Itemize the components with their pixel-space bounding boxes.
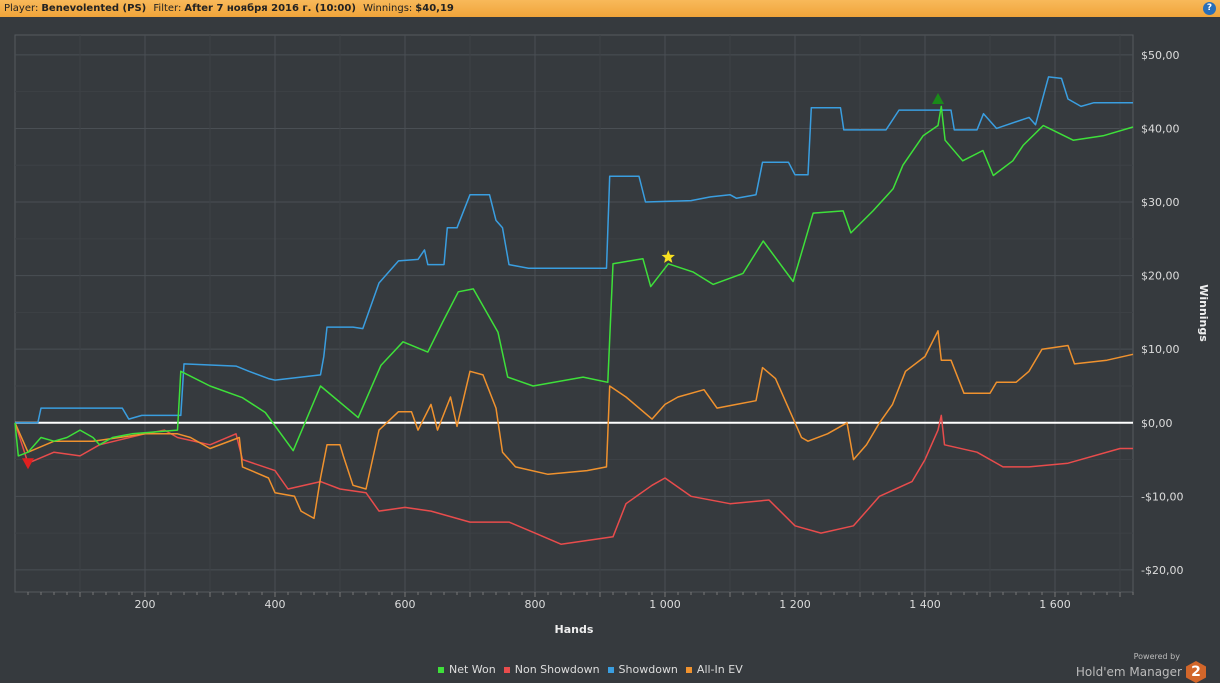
x-tick-label: 1 600	[1039, 598, 1071, 611]
winnings-value: $40,19	[415, 3, 454, 14]
y-axis-label: Winnings	[1197, 284, 1210, 342]
x-tick-label: 1 200	[779, 598, 811, 611]
powered-by-text: Powered by	[1133, 652, 1180, 661]
filter-label: Filter:	[153, 3, 182, 14]
legend-swatch	[685, 666, 692, 673]
legend: Net Won Non Showdown Showdown All-In EV	[438, 663, 743, 676]
legend-label: Non Showdown	[514, 663, 600, 676]
x-tick-label: 1 400	[909, 598, 941, 611]
player-value: Benevolented (PS)	[41, 3, 147, 14]
plot-area	[14, 34, 1134, 593]
y-tick-label: $0,00	[1141, 417, 1173, 430]
x-tick-label: 800	[525, 598, 546, 611]
legend-item[interactable]: All-In EV	[685, 663, 743, 676]
legend-swatch	[438, 666, 444, 673]
x-axis-label: Hands	[555, 623, 594, 636]
y-tick-label: $50,00	[1141, 49, 1180, 62]
y-tick-label: $40,00	[1141, 122, 1180, 135]
product-name: Hold'em Manager	[1075, 665, 1182, 679]
triangle-up-marker	[932, 93, 944, 105]
winnings-label: Winnings:	[363, 3, 413, 14]
series-line-net-won	[14, 105, 1134, 457]
legend-label: All-In EV	[696, 663, 743, 676]
legend-item[interactable]: Net Won	[438, 663, 496, 676]
filter-value[interactable]: After 7 ноября 2016 г. (10:00)	[184, 3, 356, 14]
player-label: Player:	[4, 3, 39, 14]
x-tick-label: 200	[135, 598, 156, 611]
x-tick-label: 600	[395, 598, 416, 611]
triangle-down-marker	[22, 458, 34, 470]
star-marker	[661, 250, 675, 263]
legend-item[interactable]: Non Showdown	[503, 663, 600, 676]
x-tick-label: 1 000	[649, 598, 681, 611]
legend-label: Net Won	[449, 663, 496, 676]
series-line-non-showdown	[14, 414, 1133, 545]
y-tick-label: $30,00	[1141, 196, 1180, 209]
help-icon[interactable]: ?	[1203, 2, 1216, 15]
series-line-showdown	[15, 76, 1133, 424]
y-tick-label: -$10,00	[1141, 490, 1183, 503]
legend-item[interactable]: Showdown	[607, 663, 678, 676]
y-tick-label: $10,00	[1141, 343, 1180, 356]
series-line-all-in-ev	[14, 330, 1134, 520]
winnings-chart: -$20,00 -$10,00 $0,00 $10,00 $20,00 $30,00 $40…	[14, 34, 1210, 636]
hem2-badge-icon: 2	[1186, 661, 1206, 683]
legend-swatch	[503, 666, 510, 673]
hem2-logo: Powered by Hold'em Manager 2	[1076, 652, 1206, 683]
x-tick-label: 400	[265, 598, 286, 611]
legend-label: Showdown	[618, 663, 678, 676]
y-tick-label: -$20,00	[1141, 564, 1183, 577]
header-bar: Player: Benevolented (PS) Filter: After 7 …	[0, 0, 1220, 17]
y-tick-label: $20,00	[1141, 270, 1180, 283]
legend-swatch	[607, 666, 614, 673]
